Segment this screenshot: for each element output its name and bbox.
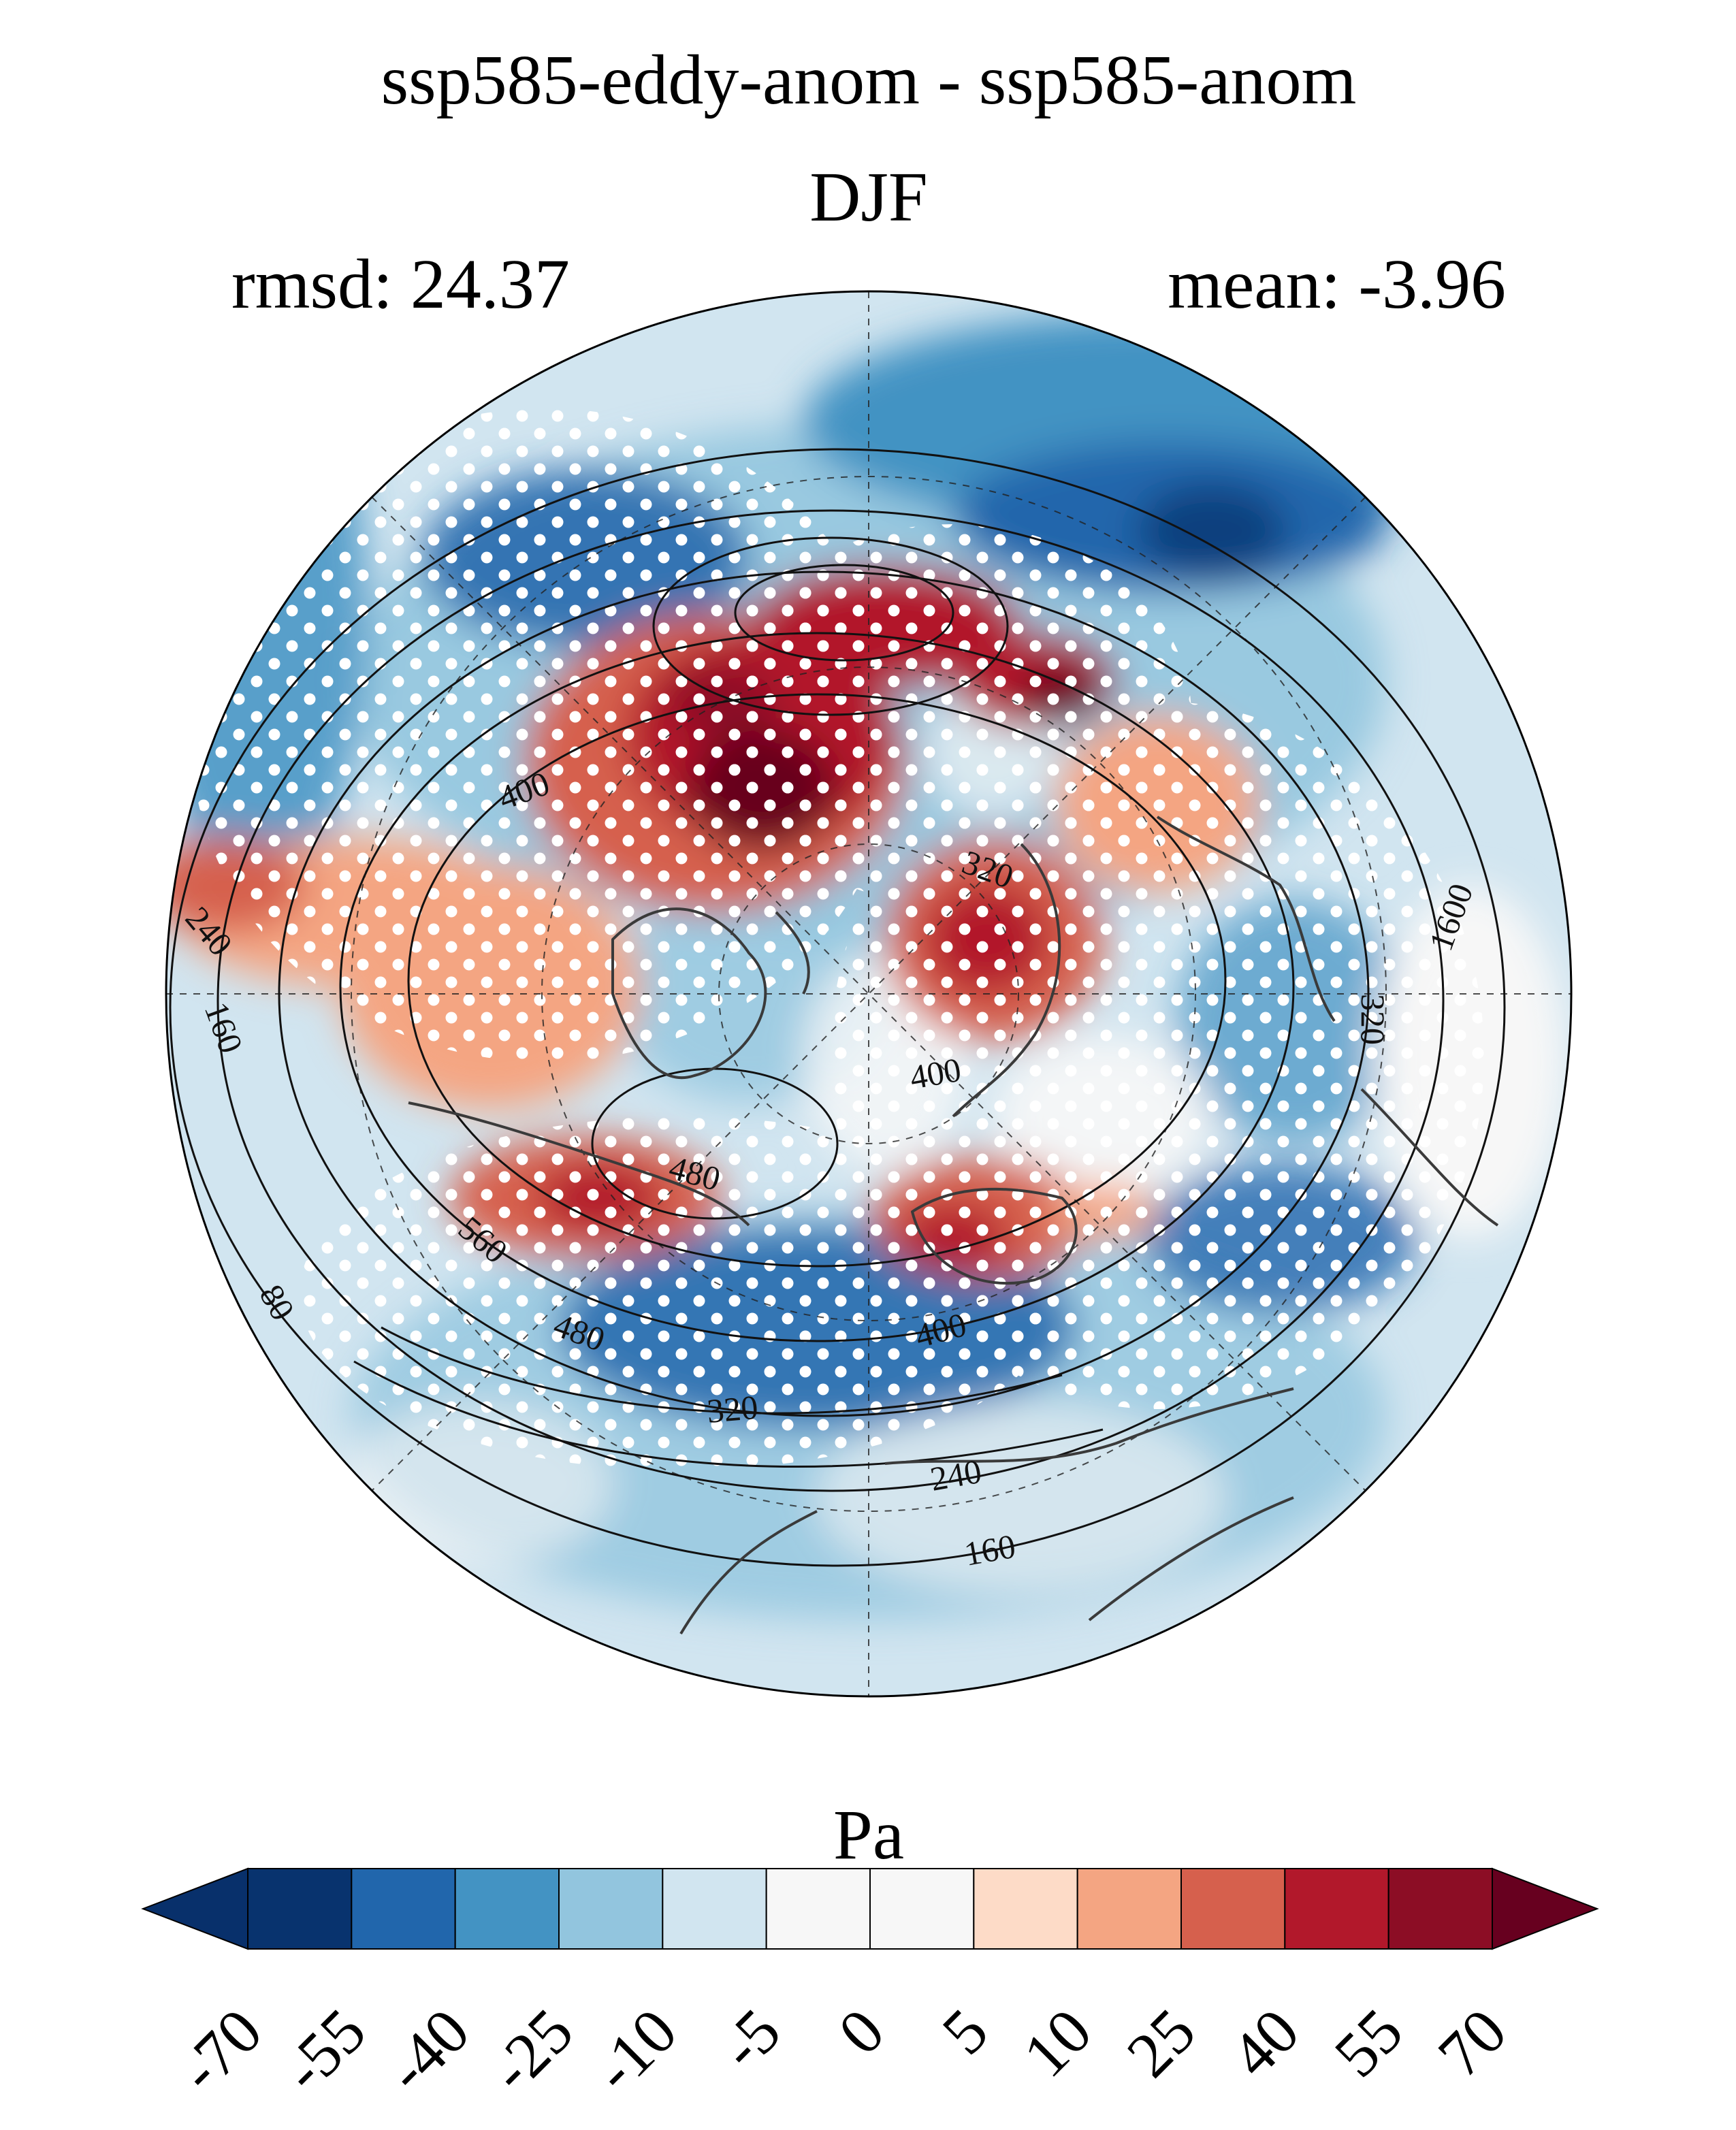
colorbar-tick-label: -25 [477,1995,587,2105]
contour-label: 160 [961,1527,1018,1573]
colorbar-ticks: -70-55-40-25-10 -5 0 5 10 25 40 55 70 [165,1995,1520,2105]
colorbar-cell [765,1868,871,1950]
colorbar-extend-low [141,1867,248,1950]
colorbar-cell [869,1868,975,1950]
contour-label: 400 [907,1050,964,1097]
colorbar-cell [247,1868,353,1950]
graticule [166,291,1571,1696]
colorbar-cell [558,1868,664,1950]
contour-lines [169,448,1506,1567]
colorbar-cell [662,1868,767,1950]
season-label: DJF [809,158,927,236]
coastlines [408,816,1499,1635]
colorbar-tick-label: 10 [1010,1995,1106,2091]
colorbar-tick-label: 25 [1114,1995,1209,2091]
colorbar-cell [351,1868,456,1950]
colorbar-cell [1076,1868,1182,1950]
colorbar-cell [973,1868,1078,1950]
colorbar: Pa -70-55-40-25-10 -5 0 5 10 25 40 55 70 [141,1796,1599,2105]
colorbar-tick-label: 70 [1425,1995,1520,2091]
mean-label: mean: -3.96 [1168,245,1506,323]
contour-label: 240 [927,1452,984,1498]
colorbar-unit: Pa [833,1796,904,1874]
colorbar-cell [1284,1868,1389,1950]
colorbar-tick-label: 40 [1217,1995,1313,2091]
figure-title: ssp585-eddy-anom - ssp585-anom [381,41,1357,119]
colorbar-tick-label: -10 [580,1995,690,2105]
significance-stippling [191,408,1484,1470]
colorbar-cell [1180,1868,1286,1950]
colorbar-tick-label: -40 [372,1995,483,2105]
colorbar-cell [454,1868,560,1950]
contour-label: 320 [705,1388,760,1430]
colorbar-tick-label: 0 [825,1995,898,2068]
colorbar-extend-high [1492,1867,1599,1950]
colorbar-cell [1387,1868,1493,1950]
contour-label: 320 [1354,994,1392,1045]
rmsd-label: rmsd: 24.37 [231,245,570,323]
colorbar-tick-label: 55 [1321,1995,1417,2091]
colorbar-tick-label: -5 [707,1995,794,2083]
polar-map: 400 320 240 160 400 480 560 80 480 320 4… [165,290,1573,1698]
colorbar-tick-label: 5 [929,1995,1001,2068]
colorbar-tick-label: -55 [269,1995,379,2105]
map-border [165,290,1573,1698]
colorbar-cells [141,1867,1599,1950]
colorbar-tick-label: -70 [165,1995,276,2105]
